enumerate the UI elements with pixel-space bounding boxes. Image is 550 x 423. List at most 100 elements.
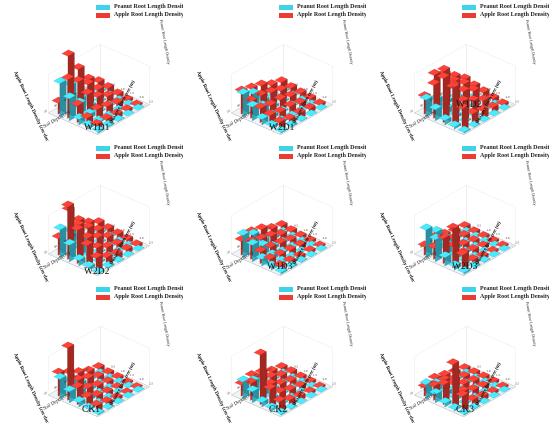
plot-svg: 20 40 60 80 100 0.5 1.0 1.5 2.0 2.5 Apple Root Len… (195, 301, 355, 423)
legend-swatch-apple (96, 294, 110, 300)
plot-svg: 20 40 60 80 100 0.5 1.0 1.5 2.0 2.5 Apple Root Len… (378, 19, 538, 141)
peanut-bar-d80-r2.5 (487, 250, 501, 258)
depth-tick-label: 60 (63, 238, 68, 243)
chart-panel-w1d3: 20 40 60 80 100 0.5 1.0 1.5 2.0 2.5 Apple Root Len… (183, 141, 366, 282)
legend-label-apple: Apple Root Length Density (480, 153, 549, 159)
peanut-bar-d40-r2.5 (467, 120, 481, 128)
z-axis-title-peanut: Peanut Root Length Density (159, 301, 172, 347)
depth-tick-label: 60 (429, 238, 434, 243)
distance-tick-label: 0.5 (477, 365, 481, 369)
peanut-bar-d100-r2.5 (497, 103, 511, 111)
z-axis-title-peanut: Peanut Root Length Density (525, 160, 538, 206)
apple-bar-d20-r2.5 (455, 390, 469, 414)
plot-svg: 20 40 60 80 100 0.5 1.0 1.5 2.0 2.5 Apple Root Len… (378, 160, 538, 282)
depth-tick-label: 60 (63, 97, 68, 102)
apple-bar-d100-r1.0 (101, 82, 115, 96)
distance-tick-label: 1.0 (304, 369, 308, 373)
distance-tick-label: 1.5 (130, 232, 134, 236)
peanut-bar-d100-r2.5 (497, 244, 511, 252)
z-axis-title-peanut: Peanut Root Length Density (342, 301, 355, 347)
distance-tick-label: 1.0 (487, 369, 491, 373)
distance-tick-label: 1.5 (313, 91, 317, 95)
legend-label-apple: Apple Root Length Density (480, 12, 549, 18)
distance-tick-label: 0.5 (294, 365, 298, 369)
distance-tick-label: 1.0 (121, 228, 125, 232)
apple-bar-d100-r1.5 (476, 86, 490, 100)
depth-tick-label: 80 (73, 373, 78, 378)
distance-tick-label: 1.5 (313, 232, 317, 236)
depth-tick-label: 20 (409, 109, 414, 114)
grid-line (414, 394, 464, 417)
apple-bar-d100-r1.0 (284, 82, 298, 96)
plot-svg: 20 40 60 80 100 0.5 1.0 1.5 2.0 2.5 Apple Root Len… (378, 301, 538, 423)
bar-group (417, 221, 511, 275)
depth-tick-label: 40 (419, 103, 424, 108)
peanut-bar-d20-r2.0 (447, 260, 461, 271)
distance-tick-label: 1.0 (304, 228, 308, 232)
peanut-bar-d80-r2.5 (487, 391, 501, 399)
apple-bar-d60-r2.5 (292, 107, 306, 120)
depth-tick-label: 100 (83, 226, 89, 232)
peanut-bar-d80-r2.5 (487, 109, 501, 117)
bar-group (51, 49, 145, 134)
legend-swatch-apple (462, 12, 476, 18)
peanut-bar-d20-r1.0 (428, 388, 442, 404)
peanut-bar-d20-r2.5 (91, 266, 105, 275)
peanut-bar-d100-r2.5 (314, 244, 328, 252)
legend-label-apple: Apple Root Length Density (480, 294, 549, 300)
apple-bar-d100-r1.0 (284, 366, 298, 378)
distance-tick-label: 1.5 (496, 232, 500, 236)
apple-bar-d60-r2.0 (283, 244, 297, 257)
peanut-bar-d20-r2.0 (81, 260, 95, 271)
distance-tick-label: 0.5 (111, 365, 115, 369)
peanut-bar-d100-r2.5 (131, 244, 145, 252)
grid-line (48, 112, 98, 135)
legend-item-apple: Apple Root Length Density (462, 152, 549, 160)
distance-tick-label: 2.5 (515, 381, 519, 385)
peanut-bar-d80-r2.5 (121, 109, 135, 117)
legend-item-apple: Apple Root Length Density (279, 152, 366, 160)
legend-swatch-peanut (96, 145, 110, 151)
legend: Peanut Root Length Density Apple Root Len… (96, 285, 183, 301)
depth-tick-label: 20 (43, 109, 48, 114)
legend: Peanut Root Length Density Apple Root Len… (279, 285, 366, 301)
bar-group (417, 358, 511, 416)
legend-swatch-apple (462, 153, 476, 159)
back-wall-right (466, 326, 516, 387)
depth-tick-label: 100 (449, 226, 455, 232)
back-wall-right (283, 326, 333, 387)
plot-svg: 20 40 60 80 100 0.5 1.0 1.5 2.0 2.5 Apple Root Len… (195, 160, 355, 282)
peanut-bar-d40-r2.5 (467, 261, 481, 269)
depth-tick-label: 80 (73, 232, 78, 237)
apple-bar-d80-r2.0 (293, 380, 307, 392)
peanut-bar-d20-r1.5 (255, 396, 269, 408)
legend-label-apple: Apple Root Length Density (114, 153, 183, 159)
legend-label-apple: Apple Root Length Density (114, 294, 183, 300)
peanut-bar-d20-r2.5 (91, 407, 105, 416)
legend-swatch-apple (279, 294, 293, 300)
peanut-bar-d20-r0.5 (419, 93, 433, 117)
peanut-bar-d20-r2.0 (264, 402, 278, 412)
depth-tick-label: 20 (409, 391, 414, 396)
legend-swatch-apple (96, 12, 110, 18)
apple-bar-d20-r2.0 (446, 222, 460, 269)
peanut-bar-d20-r2.0 (264, 119, 278, 130)
legend-label-apple: Apple Root Length Density (297, 12, 366, 18)
legend-label-peanut: Peanut Root Length Density (480, 4, 549, 10)
depth-tick-label: 80 (439, 232, 444, 237)
peanut-bar-d80-r2.5 (304, 109, 318, 117)
legend: Peanut Root Length Density Apple Root Len… (96, 144, 183, 160)
grid-line (231, 112, 281, 135)
distance-tick-label: 1.0 (121, 369, 125, 373)
legend-item-apple: Apple Root Length Density (462, 293, 549, 301)
legend-swatch-apple (462, 294, 476, 300)
bar-group (51, 200, 145, 275)
legend: Peanut Root Length Density Apple Root Len… (96, 3, 183, 19)
depth-tick-label: 60 (429, 379, 434, 384)
distance-tick-label: 1.0 (304, 87, 308, 91)
legend: Peanut Root Length Density Apple Root Len… (279, 144, 366, 160)
chart-panel-ck1: 20 40 60 80 100 0.5 1.0 1.5 2.0 2.5 Apple Root Len… (0, 282, 183, 423)
legend-label-peanut: Peanut Root Length Density (114, 286, 183, 292)
legend-label-peanut: Peanut Root Length Density (114, 4, 183, 10)
distance-tick-label: 2.5 (149, 240, 153, 244)
